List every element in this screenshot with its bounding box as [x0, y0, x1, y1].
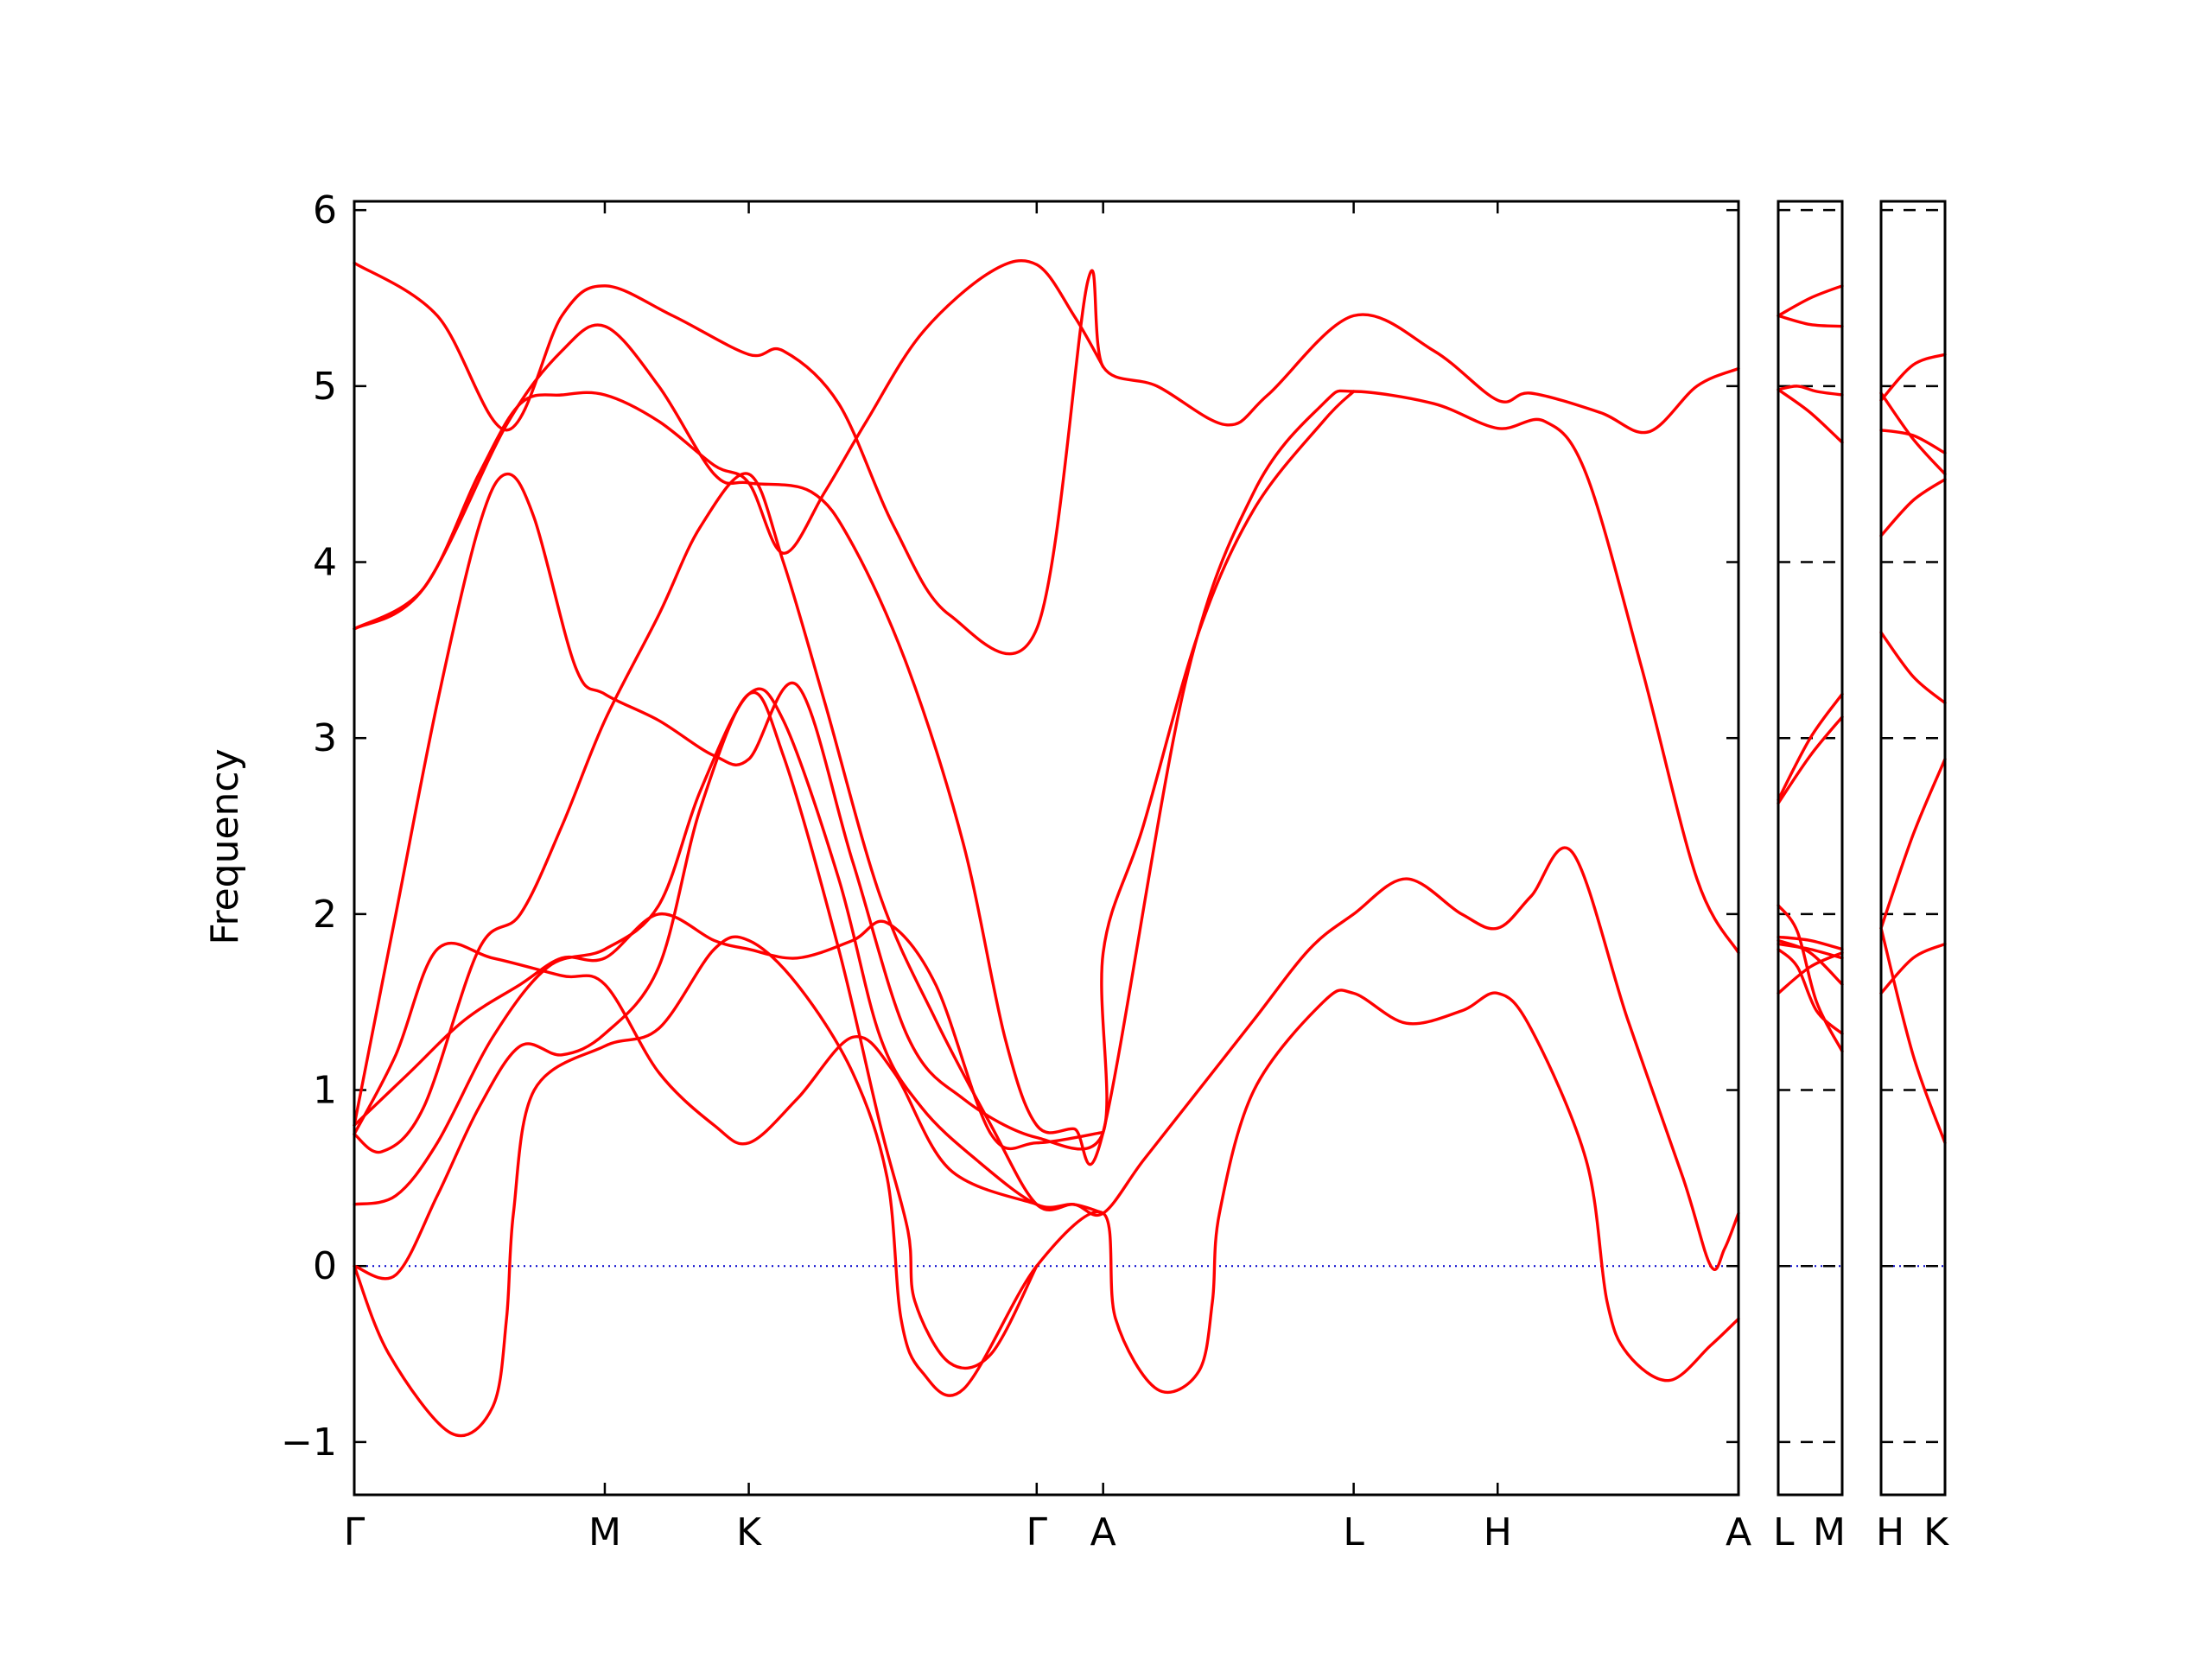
- x-tick-label: A: [1726, 1510, 1751, 1554]
- x-tick-label: H: [1484, 1510, 1512, 1554]
- band-line-10: [1777, 951, 1844, 995]
- x-tick-label: Γ: [1027, 1510, 1048, 1554]
- band-line-8: [1777, 935, 1844, 951]
- band-line-10: [353, 941, 1039, 1206]
- band-line-7: [1777, 904, 1844, 1053]
- band-line-8: [1879, 926, 1947, 1145]
- band-line-4: [1777, 388, 1844, 444]
- band-line-6: [1777, 715, 1844, 805]
- panel-frame: [353, 200, 1740, 1497]
- y-tick-label: 5: [313, 365, 337, 409]
- band-line-8: [353, 935, 1740, 1438]
- band-line-3: [1879, 429, 1947, 454]
- x-tick-label: A: [1090, 1510, 1116, 1554]
- y-axis-label: Frequency: [203, 748, 247, 944]
- panel-frame: [1879, 200, 1947, 1497]
- band-line-9: [353, 912, 1105, 1151]
- band-line-5: [1879, 631, 1947, 705]
- x-tick-label: H: [1876, 1510, 1904, 1554]
- y-tick-label: 3: [313, 716, 337, 760]
- band-line-1: [1777, 284, 1844, 318]
- band-line-3: [353, 258, 1105, 631]
- band-line-4: [353, 390, 1356, 1151]
- x-tick-label: L: [1343, 1510, 1364, 1554]
- panel-frame: [1777, 200, 1844, 1497]
- band-line-5: [1777, 692, 1844, 802]
- y-tick-label: −1: [281, 1421, 337, 1465]
- band-line-2: [1879, 391, 1947, 476]
- band-line-3: [1777, 385, 1844, 397]
- x-tick-label: M: [588, 1510, 621, 1554]
- band-line-6: [1879, 757, 1947, 930]
- x-tick-label: Γ: [344, 1510, 365, 1554]
- x-tick-label: L: [1773, 1510, 1795, 1554]
- x-tick-label: K: [1923, 1510, 1949, 1554]
- band-line-1: [1879, 353, 1947, 402]
- x-tick-label: M: [1813, 1510, 1846, 1554]
- y-tick-label: 1: [313, 1069, 337, 1113]
- x-tick-label: K: [736, 1510, 762, 1554]
- y-tick-label: 6: [313, 188, 337, 232]
- y-tick-label: 0: [313, 1244, 337, 1288]
- y-tick-label: 4: [313, 541, 337, 585]
- band-line-1: [353, 261, 1740, 656]
- y-tick-label: 2: [313, 893, 337, 937]
- band-line-12: [1777, 938, 1844, 986]
- band-line-7: [353, 690, 1039, 1370]
- band-line-2: [1777, 314, 1844, 328]
- band-line-11: [1777, 947, 1844, 1036]
- band-line-2: [353, 323, 1740, 1166]
- band-line-4: [1879, 478, 1947, 537]
- band-line-7: [1879, 942, 1947, 995]
